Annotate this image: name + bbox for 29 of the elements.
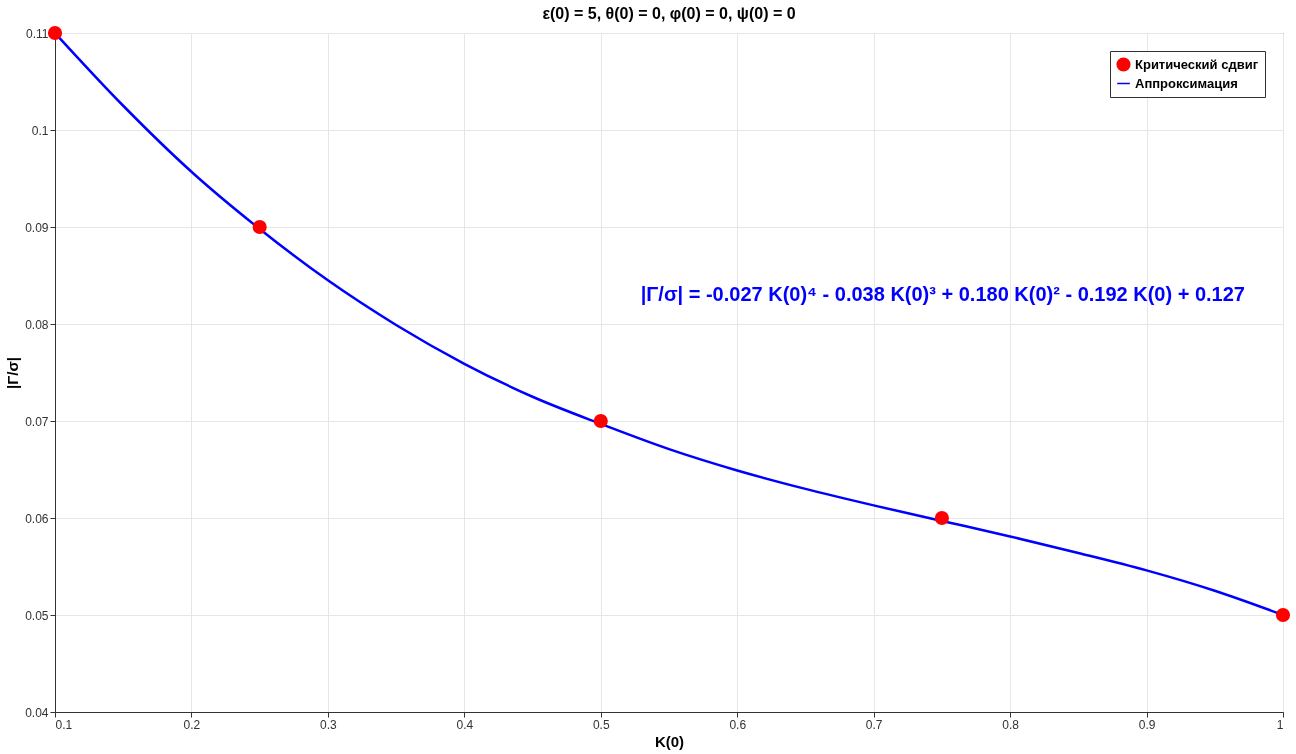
x-axis-title: K(0) [654, 732, 685, 750]
y-tick-label: 0.1 [31, 123, 49, 138]
x-tick-label: 0.2 [183, 717, 201, 732]
y-tick-label: 0.11 [26, 26, 49, 41]
x-tick-label: 0.9 [1138, 717, 1156, 732]
legend-label: Критический сдвиг [1135, 56, 1259, 72]
y-tick-label: 0.07 [25, 414, 49, 429]
x-tick-label: 0.1 [55, 717, 73, 732]
y-axis-title: |Γ/σ| [4, 357, 22, 389]
x-tick-label: 0.7 [865, 717, 883, 732]
y-tick-label: 0.09 [25, 220, 49, 235]
y-tick-label: 0.08 [25, 317, 49, 332]
x-tick-label: 1 [1276, 717, 1284, 732]
x-tick-label: 0.4 [456, 717, 474, 732]
x-tick-label: 0.8 [1002, 717, 1020, 732]
chart-title: ε(0) = 5, θ(0) = 0, φ(0) = 0, ψ(0) = 0 [542, 4, 796, 22]
x-tick-label: 0.6 [729, 717, 747, 732]
point [252, 219, 267, 235]
legend-label: Аппроксимация [1135, 75, 1238, 91]
point [593, 413, 608, 429]
annotation: |Γ/σ| = -0.027 K(0)⁴ - 0.038 K(0)³ + 0.180 K(0)² - 0.192 K(0) + 0.127 [640, 283, 1245, 305]
point [47, 25, 63, 41]
x-tick-label: 0.3 [320, 717, 338, 732]
y-tick-label: 0.06 [25, 511, 49, 526]
y-tick-label: 0.05 [25, 608, 49, 623]
point [1275, 607, 1291, 623]
point [934, 510, 949, 526]
x-tick-label: 0.5 [592, 717, 610, 732]
y-tick-label: 0.04 [25, 705, 49, 720]
